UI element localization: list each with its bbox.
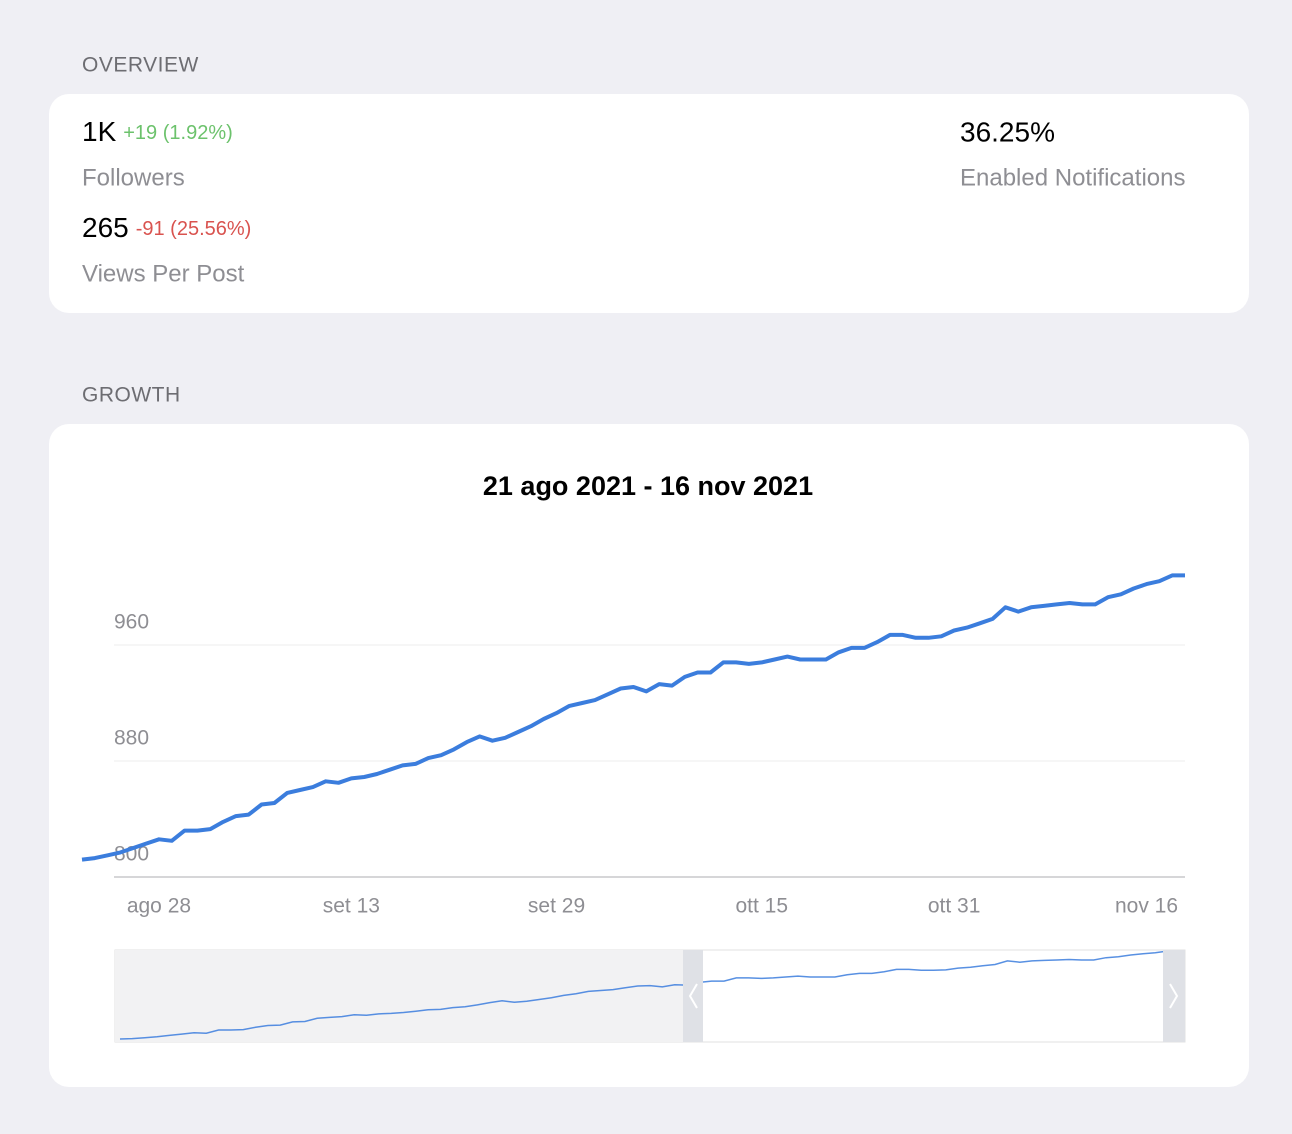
y-tick-label: 960 bbox=[114, 611, 149, 634]
navigator-line bbox=[119, 950, 1180, 1040]
navigator-mask bbox=[115, 950, 683, 1042]
navigator-handle[interactable] bbox=[683, 950, 703, 1042]
x-tick-label: ott 15 bbox=[735, 895, 788, 918]
stat-label: Followers bbox=[82, 164, 185, 191]
stat-change: -91 (25.56%) bbox=[136, 218, 252, 240]
data-line bbox=[81, 573, 1185, 862]
growth-card bbox=[49, 424, 1249, 1087]
stat-change: +19 (1.92%) bbox=[123, 122, 233, 144]
stat-label: Enabled Notifications bbox=[960, 164, 1185, 191]
stat-row: 265 -91 (25.56%) bbox=[82, 212, 251, 243]
section-label: OVERVIEW bbox=[82, 54, 199, 77]
x-tick-label: set 29 bbox=[528, 895, 585, 918]
stat-value: 265 bbox=[82, 212, 129, 243]
handle-chevron bbox=[688, 983, 1179, 1009]
x-tick-label: ott 31 bbox=[928, 895, 981, 918]
stat-label: Views Per Post bbox=[82, 260, 245, 287]
navigator[interactable] bbox=[114, 949, 1186, 1043]
navigator-handle[interactable] bbox=[1163, 950, 1185, 1042]
x-tick-label: set 13 bbox=[323, 895, 380, 918]
x-tick-label: nov 16 bbox=[1115, 895, 1178, 918]
stat-row: 1K +19 (1.92%) bbox=[82, 116, 233, 147]
chart-title: 21 ago 2021 - 16 nov 2021 bbox=[483, 471, 813, 501]
x-tick-label: ago 28 bbox=[127, 895, 191, 918]
section-label: GROWTH bbox=[82, 384, 181, 407]
overview-card bbox=[49, 94, 1249, 313]
y-tick-label: 880 bbox=[114, 727, 149, 750]
stat-value: 1K bbox=[82, 116, 117, 147]
stat-value: 36.25% bbox=[960, 116, 1055, 147]
y-tick-label: 800 bbox=[114, 843, 149, 866]
